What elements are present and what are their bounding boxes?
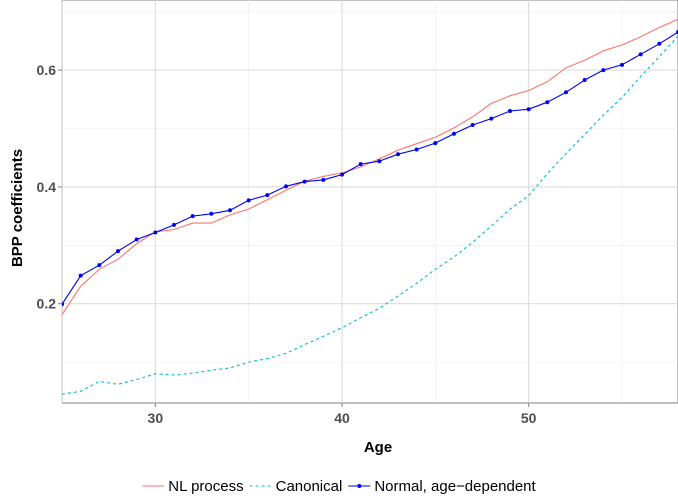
series-point-2 [62, 302, 64, 307]
series-line-1 [62, 35, 678, 395]
series-point-2 [545, 100, 550, 105]
series-point-2 [97, 263, 102, 268]
series-point-2 [340, 172, 344, 177]
series-point-2 [582, 78, 587, 83]
legend-label-1: Canonical [276, 478, 343, 495]
series-point-2 [377, 159, 382, 164]
series-point-2 [116, 249, 120, 254]
series-point-2 [153, 230, 158, 235]
x-tick-label: 40 [334, 410, 350, 426]
series-point-2 [526, 107, 531, 112]
legend-label-0: NL process [168, 478, 243, 495]
series-point-2 [172, 222, 176, 227]
series-point-2 [657, 41, 662, 46]
x-tick-label: 50 [521, 410, 537, 426]
series-point-2 [302, 179, 307, 184]
series-point-2 [564, 90, 568, 95]
y-tick-label: 0.6 [37, 62, 57, 78]
series-point-2 [78, 273, 83, 278]
y-tick-label: 0.2 [37, 296, 57, 312]
grid-lines [61, 0, 678, 403]
axis-ticks: 30 40 50 0.2 0.4 0.6 [37, 62, 537, 426]
series-line-2 [62, 31, 678, 305]
series-point-2 [396, 152, 400, 157]
legend-key-point-2 [357, 484, 362, 488]
series-point-2 [470, 122, 475, 127]
x-tick-label: 30 [148, 410, 164, 426]
series-point-2 [246, 198, 251, 203]
y-tick-label: 0.4 [37, 179, 57, 195]
series-lines [62, 18, 678, 395]
y-axis-title: BPP coefficients [9, 149, 26, 267]
series-point-2 [489, 116, 494, 121]
legend: NL process Canonical Normal, age−dependent [142, 478, 537, 495]
series-point-2 [508, 108, 512, 113]
legend-label-2: Normal, age−dependent [374, 478, 536, 495]
series-point-2 [601, 68, 606, 73]
series-point-2 [190, 214, 195, 219]
series-point-2 [638, 52, 643, 57]
series-point-2 [209, 211, 214, 216]
plot-panel [61, 0, 678, 404]
series-point-2 [452, 131, 456, 136]
series-point-2 [414, 147, 419, 152]
series-point-2 [284, 184, 288, 189]
series-point-2 [265, 193, 270, 198]
series-point-2 [134, 237, 139, 242]
series-point-2 [358, 162, 363, 167]
series-point-2 [620, 62, 624, 67]
series-point-2 [228, 208, 232, 213]
x-axis-title: Age [364, 439, 392, 456]
series-point-2 [433, 141, 438, 146]
series-point-2 [321, 177, 326, 182]
